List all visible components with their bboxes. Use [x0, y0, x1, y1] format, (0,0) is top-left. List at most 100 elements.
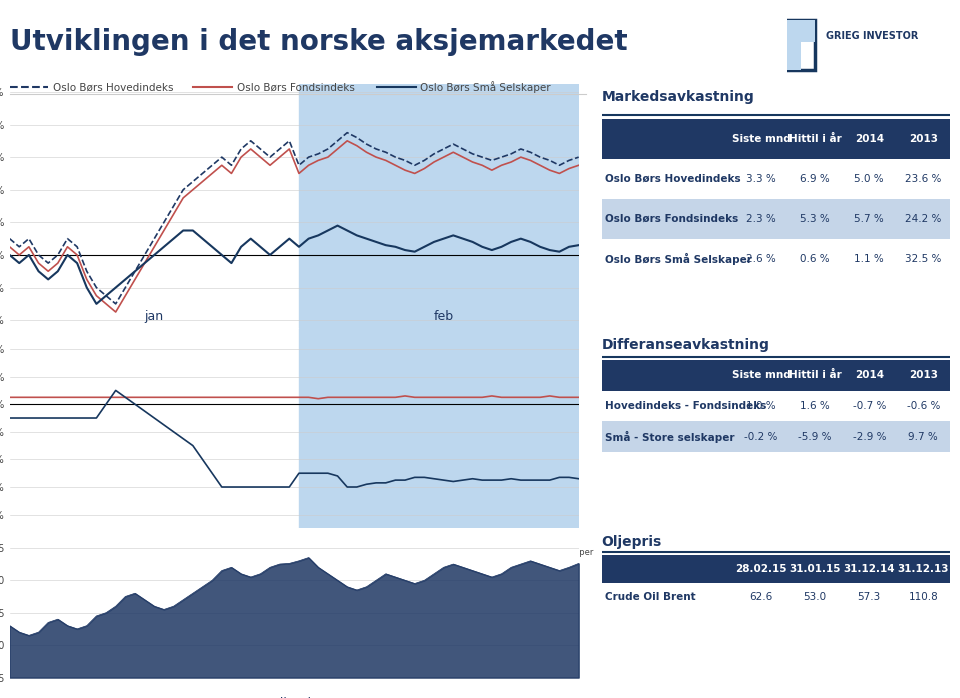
FancyBboxPatch shape [897, 391, 950, 422]
Text: 5.3 %: 5.3 % [801, 214, 830, 224]
Text: 62.6: 62.6 [750, 592, 773, 602]
Bar [299, 328, 579, 528]
FancyBboxPatch shape [842, 239, 897, 279]
Text: Utviklingen i det norske aksjemarkedet: Utviklingen i det norske aksjemarkedet [10, 28, 627, 56]
FancyBboxPatch shape [602, 391, 734, 422]
FancyBboxPatch shape [897, 119, 950, 159]
FancyBboxPatch shape [897, 583, 950, 610]
Text: 53.0: 53.0 [804, 592, 827, 602]
FancyBboxPatch shape [734, 391, 788, 422]
Text: Akkumulert differanse Hovedindeks - Fondsindeks: Akkumulert differanse Hovedindeks - Fond… [55, 548, 267, 557]
Text: Siste mnd: Siste mnd [732, 371, 790, 380]
Text: 6.9 %: 6.9 % [801, 174, 830, 184]
FancyBboxPatch shape [734, 555, 788, 583]
Text: 23.6 %: 23.6 % [905, 174, 942, 184]
FancyBboxPatch shape [788, 159, 842, 199]
FancyBboxPatch shape [734, 199, 788, 239]
Text: -0.7 %: -0.7 % [852, 401, 886, 411]
Text: Hovedindeks - Fondsindeks: Hovedindeks - Fondsindeks [605, 401, 766, 411]
Text: jan: jan [145, 311, 164, 323]
Text: 2013: 2013 [909, 371, 938, 380]
Text: Oslo Børs Fondsindeks: Oslo Børs Fondsindeks [236, 82, 354, 92]
Text: -0.2 %: -0.2 % [745, 432, 778, 442]
Text: Små - Store selskaper: Små - Store selskaper [605, 431, 734, 443]
FancyBboxPatch shape [842, 159, 897, 199]
FancyBboxPatch shape [788, 360, 842, 391]
FancyBboxPatch shape [602, 583, 734, 610]
Text: 1.6 %: 1.6 % [801, 401, 830, 411]
FancyBboxPatch shape [734, 422, 788, 452]
Text: 110.8: 110.8 [908, 592, 938, 602]
FancyBboxPatch shape [842, 199, 897, 239]
Text: 32.5 %: 32.5 % [905, 254, 942, 264]
Text: 57.3: 57.3 [857, 592, 881, 602]
Text: 5.7 %: 5.7 % [854, 214, 884, 224]
FancyBboxPatch shape [842, 391, 897, 422]
FancyBboxPatch shape [788, 119, 842, 159]
FancyBboxPatch shape [842, 119, 897, 159]
Text: -0.6 %: -0.6 % [906, 401, 940, 411]
Text: 3.3 %: 3.3 % [746, 174, 776, 184]
Text: Differanseavkastning: Differanseavkastning [602, 338, 770, 352]
FancyBboxPatch shape [897, 239, 950, 279]
FancyBboxPatch shape [734, 119, 788, 159]
FancyBboxPatch shape [788, 422, 842, 452]
FancyBboxPatch shape [602, 360, 734, 391]
Text: 5.0 %: 5.0 % [854, 174, 884, 184]
Text: 0.6 %: 0.6 % [801, 254, 830, 264]
FancyBboxPatch shape [787, 20, 801, 70]
Text: 1.1 %: 1.1 % [854, 254, 884, 264]
FancyBboxPatch shape [842, 555, 897, 583]
Text: GRIEG INVESTOR: GRIEG INVESTOR [826, 31, 918, 41]
Text: 28.02.15: 28.02.15 [735, 564, 787, 574]
FancyBboxPatch shape [897, 422, 950, 452]
FancyBboxPatch shape [788, 391, 842, 422]
Text: 2.6 %: 2.6 % [746, 254, 776, 264]
FancyBboxPatch shape [842, 583, 897, 610]
Text: Siste mnd: Siste mnd [732, 134, 790, 144]
FancyBboxPatch shape [602, 159, 734, 199]
FancyBboxPatch shape [788, 199, 842, 239]
Text: Hittil i år: Hittil i år [789, 134, 842, 144]
Text: Oslo Børs Hovedindeks: Oslo Børs Hovedindeks [605, 174, 741, 184]
FancyBboxPatch shape [788, 555, 842, 583]
FancyBboxPatch shape [734, 159, 788, 199]
Text: Markedsavkastning: Markedsavkastning [602, 91, 755, 105]
FancyBboxPatch shape [842, 422, 897, 452]
FancyBboxPatch shape [897, 360, 950, 391]
Text: 24.2 %: 24.2 % [905, 214, 942, 224]
FancyBboxPatch shape [602, 422, 734, 452]
Text: -2.9 %: -2.9 % [852, 432, 886, 442]
Text: Hittil i år: Hittil i år [789, 371, 842, 380]
Text: feb: feb [434, 311, 454, 323]
Text: Akkumulert differanse Små selskaper - Store selskaper: Akkumulert differanse Små selskaper - St… [363, 547, 594, 558]
Text: 2014: 2014 [854, 134, 884, 144]
Text: Oslo Børs Fondsindeks: Oslo Børs Fondsindeks [605, 214, 738, 224]
Text: Oslo Børs Hovedindeks: Oslo Børs Hovedindeks [53, 82, 174, 92]
Text: 31.12.14: 31.12.14 [844, 564, 895, 574]
FancyBboxPatch shape [897, 159, 950, 199]
Text: Oslo Børs Små Selskaper: Oslo Børs Små Selskaper [605, 253, 752, 265]
FancyBboxPatch shape [897, 555, 950, 583]
FancyBboxPatch shape [897, 199, 950, 239]
Text: 31.01.15: 31.01.15 [789, 564, 841, 574]
FancyBboxPatch shape [602, 119, 734, 159]
Text: 9.7 %: 9.7 % [908, 432, 938, 442]
FancyBboxPatch shape [602, 239, 734, 279]
Text: 2013: 2013 [909, 134, 938, 144]
Text: 31.12.13: 31.12.13 [898, 564, 949, 574]
Text: 2.3 %: 2.3 % [746, 214, 776, 224]
FancyBboxPatch shape [788, 239, 842, 279]
FancyBboxPatch shape [734, 239, 788, 279]
FancyBboxPatch shape [788, 583, 842, 610]
FancyBboxPatch shape [602, 555, 734, 583]
Text: Crude Oil Brent: Crude Oil Brent [605, 592, 696, 602]
FancyBboxPatch shape [734, 583, 788, 610]
Bar [299, 84, 579, 328]
Text: 1.0 %: 1.0 % [746, 401, 776, 411]
FancyBboxPatch shape [787, 20, 815, 43]
Text: Oslo Børs Små Selskaper: Oslo Børs Små Selskaper [420, 81, 551, 94]
FancyBboxPatch shape [602, 199, 734, 239]
Text: -5.9 %: -5.9 % [799, 432, 832, 442]
FancyBboxPatch shape [734, 360, 788, 391]
